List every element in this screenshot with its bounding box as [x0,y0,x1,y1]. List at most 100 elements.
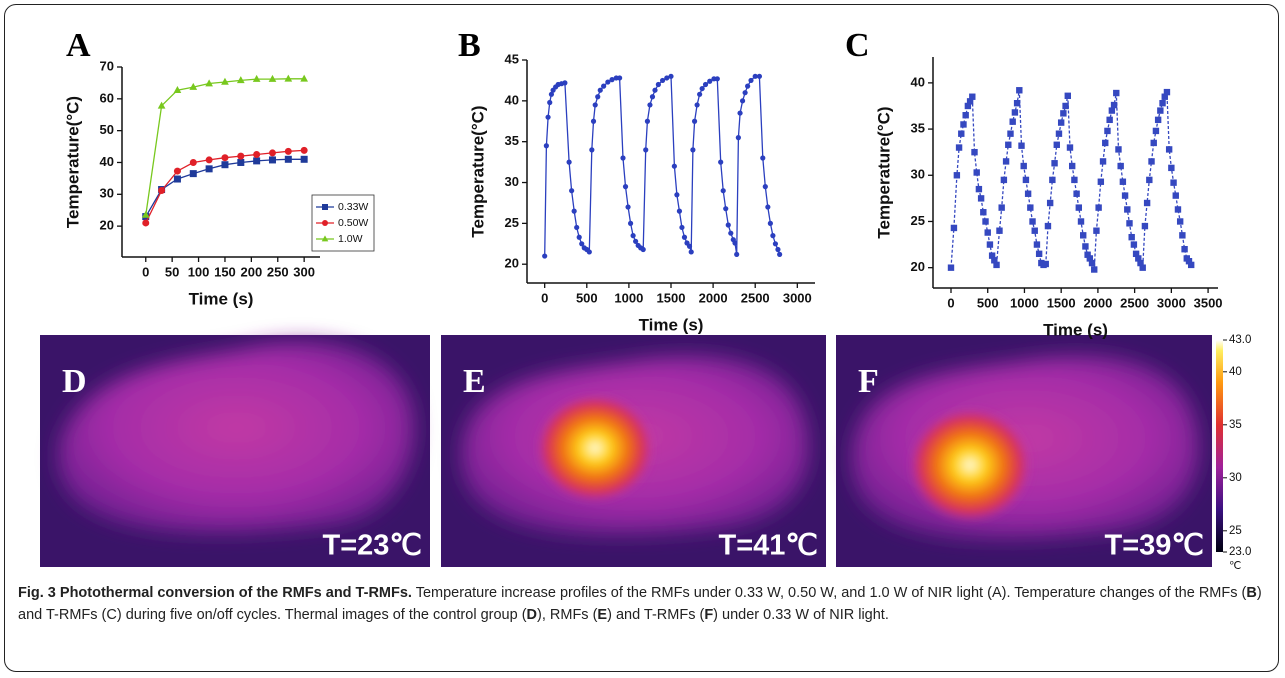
marker [1005,141,1012,148]
marker [993,261,1000,269]
marker [647,102,653,108]
figure-frame [4,4,1279,672]
marker [1150,139,1157,147]
x-tick-label: 2000 [699,290,728,305]
marker [1170,179,1177,186]
marker [205,165,213,173]
y-axis-label: Temperature(°C) [874,106,893,238]
marker [772,241,779,247]
marker [173,175,181,183]
x-tick-label: 100 [188,264,210,279]
marker [1016,87,1023,94]
marker [988,252,996,259]
marker [284,147,292,155]
y-tick-label: 20 [100,218,114,233]
marker [973,169,980,176]
marker [958,130,965,137]
y-tick-label: 60 [100,90,114,105]
marker [664,75,670,81]
marker [707,78,713,84]
colorbar-tick-label: 40 [1229,366,1242,378]
panel-label: C [845,27,870,64]
marker [158,186,166,194]
marker [605,79,611,85]
marker [1035,250,1043,258]
caption-text: D [526,607,538,623]
x-tick-label: 500 [576,290,598,305]
marker [633,238,639,244]
y-tick-label: 40 [911,74,925,89]
marker [1119,178,1127,185]
marker [1128,233,1135,241]
y-tick-label: 50 [100,122,114,137]
marker [977,195,985,202]
marker [569,188,575,194]
marker [597,87,603,93]
colorbar-unit: ℃ [1229,560,1241,572]
marker [547,99,553,106]
marker [1031,227,1038,234]
image-temperature: T=41℃ [719,530,818,562]
marker [300,155,308,163]
x-tick-label: 300 [293,264,315,279]
marker [966,98,974,105]
marker [586,249,592,255]
marker [955,144,963,151]
marker [1082,243,1089,250]
marker [1143,199,1151,207]
marker [962,112,969,119]
marker [1099,158,1107,165]
marker [732,240,738,246]
y-tick-label: 30 [505,174,519,189]
marker [720,188,726,194]
y-tick-label: 40 [505,92,519,107]
marker [595,94,601,100]
marker [189,82,198,90]
marker [268,156,276,164]
marker [576,234,582,240]
marker [322,204,328,210]
marker [1093,227,1100,234]
marker [1007,130,1014,137]
marker [728,230,734,236]
marker [679,224,685,231]
marker [1154,116,1162,124]
marker [221,77,229,85]
x-tick-label: 250 [267,264,289,279]
panel-label: A [66,27,91,64]
marker [1024,190,1032,197]
marker [982,218,989,225]
colorbar-tick-label: 43.0 [1229,334,1251,346]
x-tick-label: 1500 [1047,295,1076,310]
x-tick-label: 200 [241,264,263,279]
marker [579,241,585,247]
marker [1088,259,1096,267]
marker [1029,218,1036,225]
marker [189,170,197,178]
marker [321,235,329,242]
marker [686,243,693,249]
x-tick-label: 3000 [783,290,812,305]
marker [1002,158,1010,165]
marker [1077,218,1085,225]
marker [322,220,328,226]
marker [1137,259,1144,267]
caption-text: F [704,607,714,623]
marker [1046,199,1054,207]
marker [1053,141,1060,148]
y-tick-label: 30 [911,167,925,182]
marker [1068,162,1076,170]
marker [762,184,768,190]
legend-label: 0.33W [338,201,368,213]
colorbar-tick-label: 23.0 [1229,546,1251,558]
marker [574,224,580,231]
marker [545,114,551,120]
image-panel-label: F [858,363,879,400]
marker [268,74,277,82]
marker [252,74,261,82]
marker [735,135,741,141]
x-tick-label: 500 [977,295,999,310]
marker [996,227,1003,234]
x-tick-label: 50 [165,264,179,279]
marker [1139,264,1146,271]
